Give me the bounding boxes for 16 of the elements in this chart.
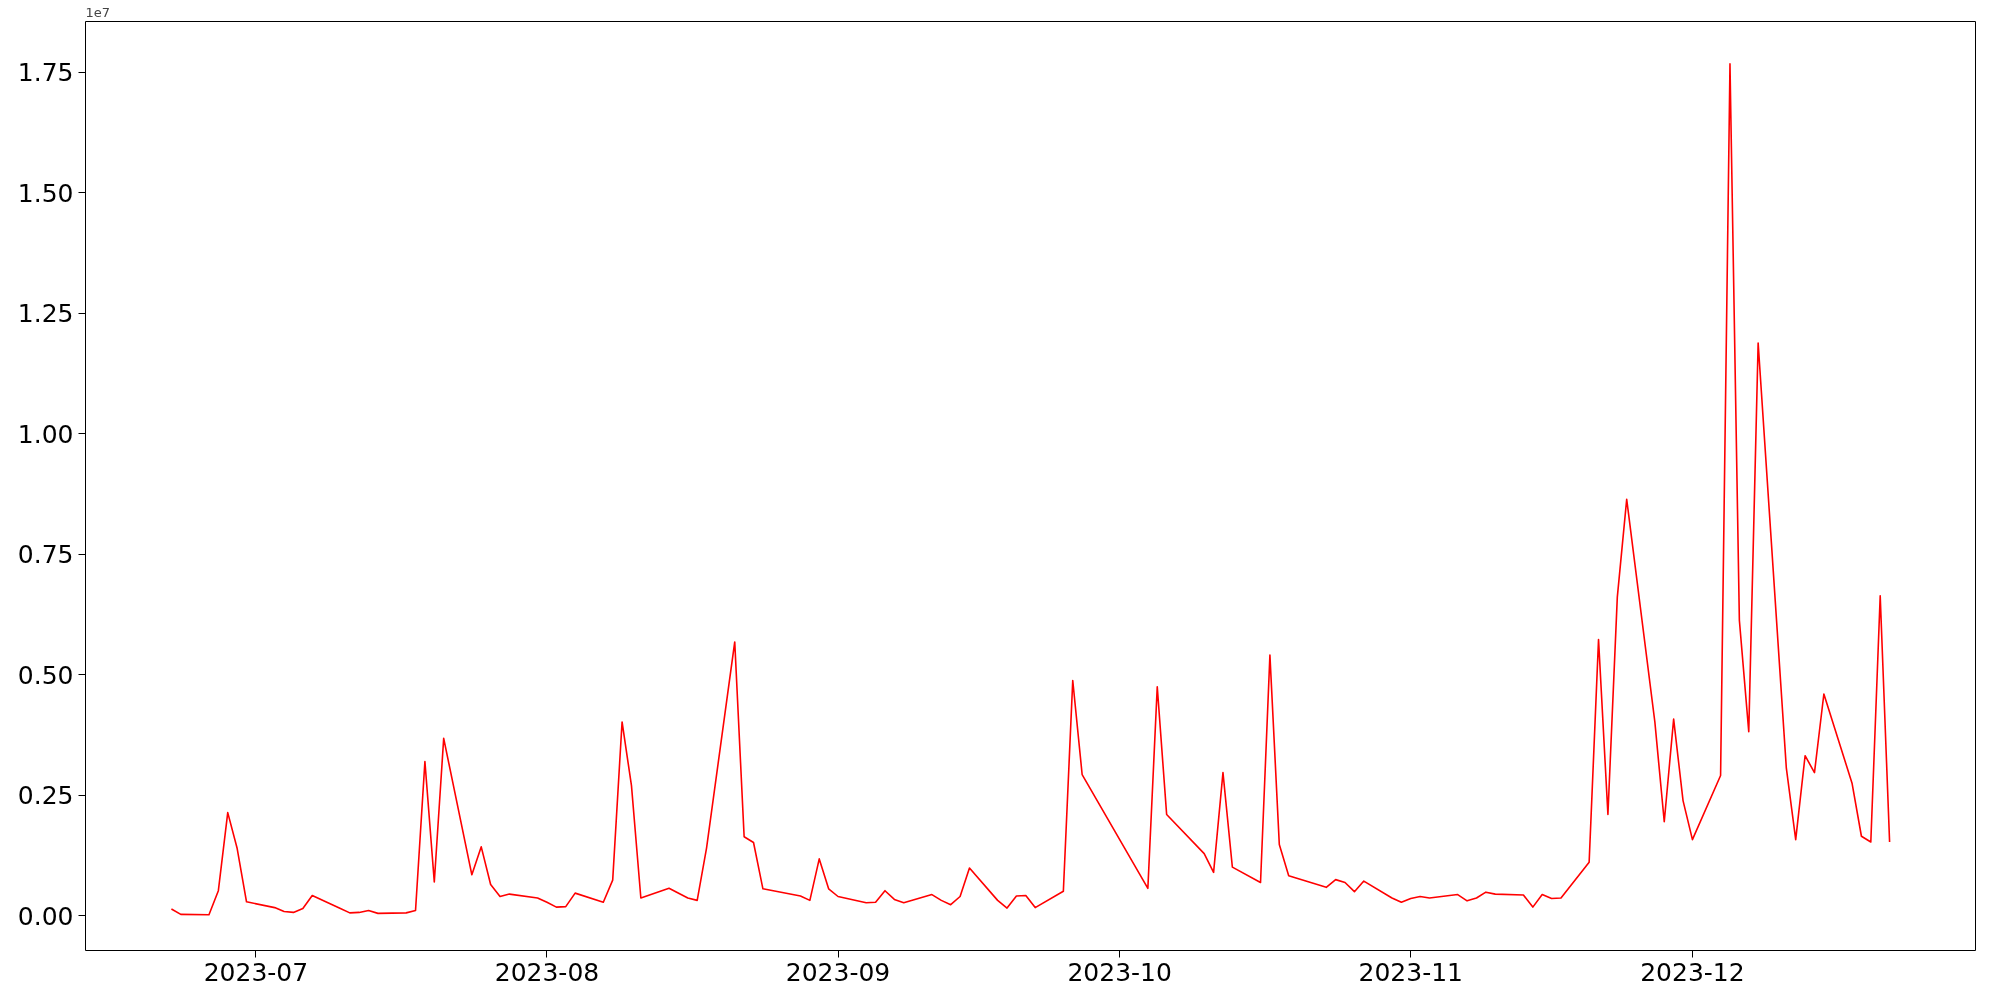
x-tick-label: 2023-08 <box>494 957 600 987</box>
text: 1e7 <box>85 4 111 20</box>
x-tick-label: 2023-09 <box>785 957 891 987</box>
y-tick-label: 1.00 <box>17 419 74 449</box>
x-tick-label: 2023-07 <box>203 957 309 987</box>
y-tick-label: 0.25 <box>17 781 74 811</box>
x-tick-label: 2023-11 <box>1358 957 1463 987</box>
line-series <box>170 63 1891 916</box>
y-tick-label: 1.25 <box>17 299 74 329</box>
y-tick-label: 1.50 <box>17 178 74 208</box>
y-tick-label: 0.00 <box>17 901 74 931</box>
x-tick-label: 2023-10 <box>1067 957 1172 987</box>
x-tick-label: 2023-12 <box>1640 957 1745 987</box>
y-tick-label: 1.75 <box>17 58 74 88</box>
y-tick-label: 0.75 <box>17 540 74 570</box>
y-tick-label: 0.50 <box>17 660 74 690</box>
